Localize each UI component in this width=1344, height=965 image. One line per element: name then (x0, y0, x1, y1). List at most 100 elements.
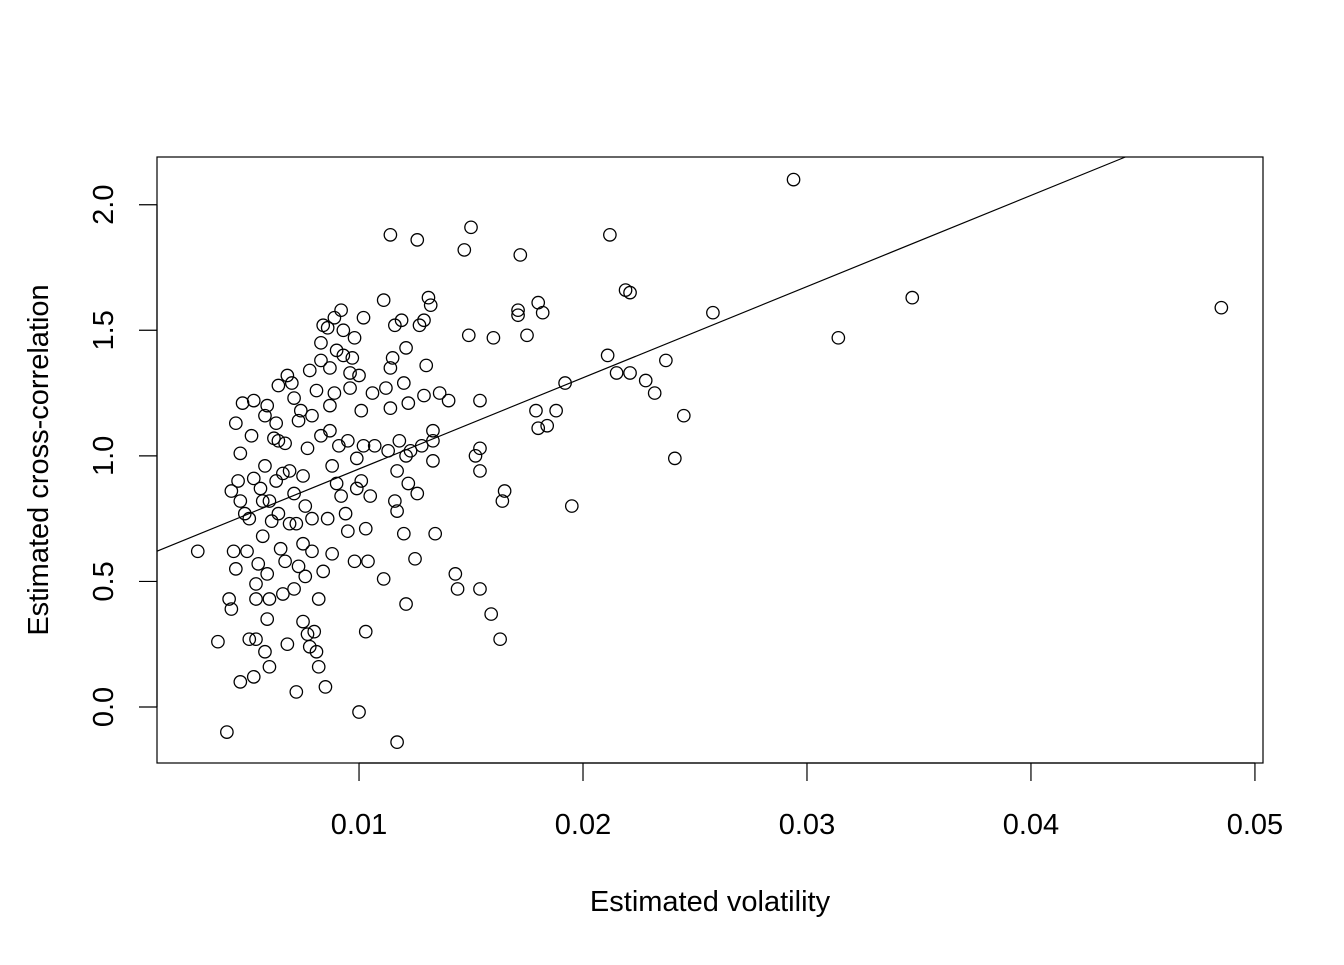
data-point (269, 416, 284, 431)
data-point (314, 335, 328, 350)
data-point (450, 582, 465, 596)
data-point (428, 526, 443, 541)
data-point (706, 305, 720, 320)
data-point (271, 433, 286, 448)
data-point (905, 290, 920, 305)
data-point (340, 433, 355, 448)
y-tick-label: 1.0 (88, 436, 120, 476)
data-point (417, 313, 431, 328)
data-point (401, 476, 416, 491)
data-point (258, 459, 272, 473)
data-point (220, 725, 234, 739)
data-point (356, 310, 371, 325)
data-point (423, 298, 438, 313)
data-point (432, 386, 447, 400)
data-point (495, 494, 510, 508)
data-point (394, 313, 409, 328)
data-point (246, 670, 261, 684)
data-point (356, 438, 371, 453)
data-point (647, 386, 662, 400)
data-point (600, 348, 615, 363)
data-point (289, 516, 304, 531)
data-point (441, 393, 456, 408)
data-point (347, 554, 362, 569)
data-point (296, 536, 310, 551)
data-point (246, 471, 261, 486)
regression-line (156, 156, 1126, 552)
data-point (367, 438, 382, 453)
data-point (320, 320, 335, 335)
data-point (271, 506, 286, 521)
x-axis: 0.01 0.02 0.03 0.04 0.05 (331, 762, 1283, 841)
data-point (287, 486, 301, 501)
data-point (258, 408, 272, 423)
data-point (258, 644, 272, 659)
data-point (535, 305, 550, 320)
data-point (267, 431, 281, 446)
data-point (390, 735, 404, 750)
data-point (240, 544, 254, 559)
data-point (296, 469, 310, 483)
data-point (676, 408, 691, 423)
data-point (307, 624, 322, 639)
data-point (473, 441, 487, 456)
data-point (231, 474, 245, 488)
data-point (352, 705, 366, 719)
data-point (311, 592, 326, 606)
data-point (291, 559, 306, 574)
data-point (365, 386, 380, 400)
y-tick-label: 0.5 (88, 561, 120, 601)
data-point (190, 544, 205, 559)
data-point (392, 433, 407, 448)
data-point (276, 466, 290, 481)
data-point (280, 637, 295, 652)
data-point (323, 398, 337, 413)
data-point (623, 366, 637, 380)
data-point (520, 328, 534, 343)
data-point (497, 484, 512, 498)
data-point (448, 567, 463, 581)
data-point (383, 361, 398, 375)
data-point (298, 499, 313, 513)
data-point (309, 383, 324, 398)
data-point (276, 587, 290, 601)
y-axis: 0.0 0.5 1.0 1.5 2.0 (88, 185, 158, 727)
data-point (273, 541, 288, 556)
data-point (345, 351, 360, 365)
data-point (327, 310, 342, 325)
data-point (410, 486, 425, 501)
data-point (419, 358, 434, 373)
data-point (385, 351, 400, 365)
data-point (390, 464, 404, 478)
data-point (343, 366, 357, 380)
y-tick-label: 0.0 (88, 687, 120, 727)
y-tick-label: 1.5 (88, 310, 120, 350)
data-point (564, 499, 579, 513)
x-axis-label: Estimated volatility (590, 886, 831, 918)
data-point (511, 303, 525, 318)
data-point (262, 659, 277, 674)
data-point (659, 353, 673, 368)
data-point (426, 454, 440, 468)
data-point (338, 506, 353, 521)
data-point (316, 564, 331, 579)
data-point (260, 398, 275, 413)
data-point (540, 418, 555, 433)
data-point (457, 243, 472, 257)
data-point (262, 494, 277, 508)
data-point (336, 348, 351, 363)
data-point (316, 318, 331, 333)
data-point (302, 363, 317, 378)
data-point (327, 386, 342, 400)
x-tick-label: 0.04 (1003, 809, 1059, 841)
x-tick-label: 0.02 (555, 809, 611, 841)
data-point (376, 293, 391, 307)
data-point (340, 524, 355, 539)
data-point (421, 290, 436, 305)
x-tick-label: 0.03 (779, 809, 835, 841)
data-point (242, 511, 257, 526)
data-point (226, 544, 241, 559)
data-point (224, 602, 239, 616)
data-point (249, 592, 263, 606)
data-point (529, 403, 543, 418)
